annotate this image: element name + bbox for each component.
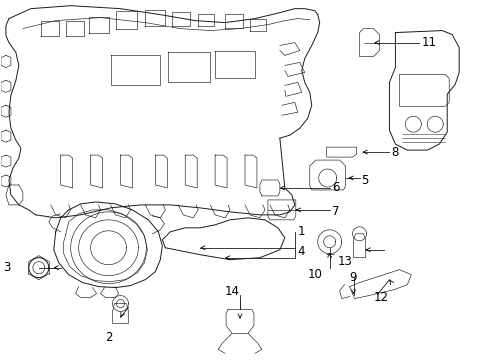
Text: 3: 3 [3, 261, 10, 274]
Text: 12: 12 [374, 291, 389, 304]
Text: 10: 10 [307, 268, 322, 281]
Text: 8: 8 [392, 145, 399, 159]
Text: 6: 6 [332, 181, 339, 194]
Text: 4: 4 [298, 245, 305, 258]
Text: 11: 11 [421, 36, 436, 49]
Text: 1: 1 [298, 225, 305, 238]
Text: 14: 14 [224, 285, 240, 298]
Text: 5: 5 [362, 174, 369, 186]
Text: 7: 7 [332, 205, 339, 219]
Text: 13: 13 [337, 255, 352, 268]
Text: 9: 9 [349, 271, 356, 284]
Text: 2: 2 [105, 331, 112, 344]
